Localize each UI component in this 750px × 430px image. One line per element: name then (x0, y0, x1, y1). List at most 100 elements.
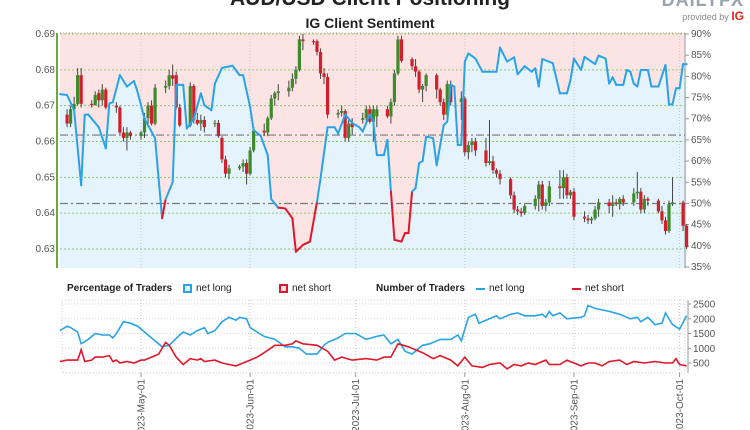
candle-body (685, 225, 689, 248)
pct-long-line-segment (393, 238, 403, 243)
candle-body (227, 168, 231, 174)
candle-body (618, 198, 622, 205)
candle-body (421, 85, 425, 90)
candle-body (90, 103, 94, 105)
pct-long-line-segment (361, 113, 371, 133)
candle-body (540, 184, 544, 206)
pct-long-line-segment (463, 52, 470, 63)
candle-body (642, 198, 646, 210)
candle-body (484, 150, 488, 163)
candle-body (533, 198, 537, 206)
candle-body (213, 122, 217, 124)
traders-y-tick-label: 1000 (693, 344, 716, 355)
y-left-tick-label: 0.68 (36, 65, 56, 76)
legend-num-short: net short (572, 283, 624, 294)
pct-long-line-segment (513, 56, 519, 76)
pct-long-line-segment (266, 154, 273, 201)
candle-body (252, 130, 256, 151)
pct-long-line-segment (657, 63, 667, 88)
pct-long-line-segment (277, 206, 287, 210)
pct-long-line-segment (291, 217, 297, 253)
pct-long-line-segment (66, 93, 76, 112)
candle-body (297, 39, 301, 70)
candle-body (593, 209, 597, 219)
candle-body (656, 200, 661, 212)
candle-body (178, 107, 182, 126)
pct-long-line-segment (597, 54, 607, 60)
pct-long-line-segment (425, 135, 435, 140)
pct-long-line-segment (171, 83, 178, 184)
candle-body (519, 211, 523, 214)
y-right-tick-label: 75% (691, 93, 711, 104)
candle-body (498, 173, 502, 180)
legend-pct-title: Percentage of Traders (67, 283, 173, 294)
y-left-tick-label: 0.65 (36, 172, 56, 183)
candle-body (153, 87, 157, 124)
x-tick-label: 2023-Aug-01 (460, 379, 471, 430)
candle-body (146, 105, 150, 119)
candle-body (121, 132, 125, 138)
candle-body (65, 114, 69, 124)
candle-body (375, 109, 379, 117)
pct-long-line-segment (551, 62, 561, 95)
pct-long-line-segment (594, 54, 600, 66)
candle-body (276, 91, 280, 94)
y-left-tick-label: 0.63 (36, 244, 56, 255)
candle-body (364, 109, 368, 119)
x-tick-label: 2023-May-01 (137, 379, 148, 430)
pct-long-line-segment (460, 60, 466, 146)
candle-body (118, 107, 122, 133)
candle-body (104, 89, 108, 108)
pct-long-line-segment (132, 80, 139, 93)
candle-body (114, 105, 118, 108)
candle-body (392, 73, 397, 103)
candle-body (202, 119, 206, 128)
pct-long-line-segment (73, 109, 83, 187)
candle-body (199, 119, 203, 124)
logo-provided-by: provided by IG (662, 9, 744, 23)
candle-body (322, 73, 326, 77)
pct-long-line-segment (622, 69, 628, 86)
pct-long-line-segment (467, 52, 477, 60)
pct-long-line-segment (572, 57, 582, 72)
logo-brand: DAILYFX (661, 0, 744, 10)
pct-long-line-segment (636, 69, 642, 88)
candle-body (438, 89, 442, 103)
y-right-tick-label: 85% (691, 50, 711, 61)
pct-long-line-segment (499, 46, 509, 63)
pct-long-line-segment (453, 85, 459, 146)
provided-by-text: provided by (682, 12, 729, 22)
pct-long-line-segment (319, 126, 329, 180)
candle-body (621, 198, 625, 203)
pct-long-line-segment (541, 57, 554, 65)
candle-body (565, 177, 569, 196)
x-tick-label: 2023-Oct-01 (675, 379, 686, 430)
candle-body (442, 102, 446, 115)
candle-body (216, 122, 221, 137)
candle-body (470, 141, 474, 146)
candle-body (544, 202, 548, 206)
candle-body (635, 191, 639, 194)
pct-long-line-segment (671, 87, 678, 106)
candle-body (128, 132, 133, 137)
y-left-tick-label: 0.67 (36, 101, 56, 112)
candle-body (195, 119, 199, 124)
legend-pct-long: net long (183, 283, 232, 294)
pct-long-line-segment (495, 46, 502, 73)
pct-long-line-segment (565, 79, 572, 95)
legend-num-title: Number of Traders (376, 283, 465, 294)
candle-body (315, 41, 319, 52)
pct-long-line-segment (220, 64, 234, 69)
candle-body (72, 103, 76, 110)
candle-body (607, 202, 611, 206)
pct-long-line-segment (97, 126, 107, 150)
candle-body (537, 184, 541, 199)
pct-long-line-segment (294, 243, 304, 253)
net-long-traders-line (59, 304, 688, 356)
y-right-tick-label: 40% (691, 241, 711, 252)
candle-body (509, 179, 513, 196)
pct-long-line-segment (111, 74, 121, 104)
candle-body (572, 191, 576, 217)
candle-body (424, 75, 428, 86)
